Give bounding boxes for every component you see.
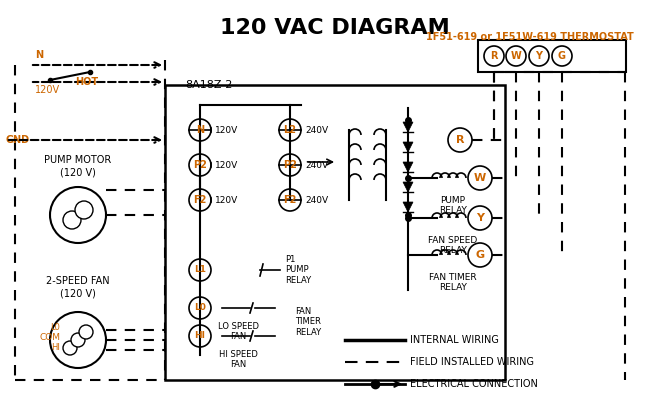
Polygon shape: [403, 122, 413, 132]
Circle shape: [50, 187, 106, 243]
Text: PUMP
RELAY: PUMP RELAY: [439, 196, 467, 215]
Circle shape: [506, 46, 526, 66]
Text: P2: P2: [193, 160, 207, 170]
Text: L0: L0: [50, 323, 60, 333]
Text: 8A18Z-2: 8A18Z-2: [185, 80, 232, 90]
Text: INTERNAL WIRING: INTERNAL WIRING: [410, 335, 499, 345]
Text: LO SPEED
FAN: LO SPEED FAN: [218, 322, 259, 341]
Circle shape: [79, 325, 93, 339]
Text: COM: COM: [39, 334, 60, 342]
Text: F2: F2: [283, 195, 297, 205]
Text: P1
PUMP
RELAY: P1 PUMP RELAY: [285, 255, 311, 285]
Text: 1F51-619 or 1F51W-619 THERMOSTAT: 1F51-619 or 1F51W-619 THERMOSTAT: [426, 32, 634, 42]
Text: G: G: [558, 51, 566, 61]
Circle shape: [189, 154, 211, 176]
Text: F2: F2: [194, 195, 206, 205]
Text: 2-SPEED FAN
(120 V): 2-SPEED FAN (120 V): [46, 277, 110, 298]
Text: 120 VAC DIAGRAM: 120 VAC DIAGRAM: [220, 18, 450, 38]
Polygon shape: [403, 142, 413, 152]
Circle shape: [189, 325, 211, 347]
Polygon shape: [403, 162, 413, 172]
Text: R: R: [490, 51, 498, 61]
Circle shape: [50, 312, 106, 368]
Text: L1: L1: [194, 266, 206, 274]
Text: P2: P2: [283, 160, 297, 170]
Text: 120V: 120V: [215, 196, 239, 204]
Circle shape: [468, 166, 492, 190]
Circle shape: [529, 46, 549, 66]
Text: 240V: 240V: [305, 126, 328, 134]
Text: FAN
TIMER
RELAY: FAN TIMER RELAY: [295, 307, 321, 337]
Text: L0: L0: [194, 303, 206, 313]
Polygon shape: [403, 182, 413, 192]
Circle shape: [279, 119, 301, 141]
Bar: [478, 40, 626, 72]
Text: 120V: 120V: [215, 126, 239, 134]
Circle shape: [448, 128, 472, 152]
Circle shape: [279, 189, 301, 211]
Circle shape: [189, 259, 211, 281]
Text: FIELD INSTALLED WIRING: FIELD INSTALLED WIRING: [410, 357, 534, 367]
Text: Y: Y: [476, 213, 484, 223]
Text: N: N: [35, 50, 43, 60]
Bar: [165, 85, 505, 380]
Circle shape: [189, 119, 211, 141]
Circle shape: [63, 341, 77, 355]
Text: 240V: 240V: [305, 160, 328, 170]
Polygon shape: [403, 202, 413, 212]
Circle shape: [468, 206, 492, 230]
Text: PUMP MOTOR
(120 V): PUMP MOTOR (120 V): [44, 155, 112, 177]
Circle shape: [189, 189, 211, 211]
Text: 240V: 240V: [305, 196, 328, 204]
Text: Y: Y: [535, 51, 543, 61]
Circle shape: [71, 333, 85, 347]
Circle shape: [75, 201, 93, 219]
Text: R: R: [456, 135, 464, 145]
Circle shape: [468, 243, 492, 267]
Text: N: N: [196, 125, 204, 135]
Text: L2: L2: [283, 125, 297, 135]
Circle shape: [279, 154, 301, 176]
Text: 120V: 120V: [35, 85, 60, 95]
Text: GND: GND: [5, 135, 29, 145]
Circle shape: [552, 46, 572, 66]
Text: FAN TIMER
RELAY: FAN TIMER RELAY: [429, 273, 477, 292]
Text: W: W: [474, 173, 486, 183]
Text: HOT: HOT: [75, 77, 98, 87]
Text: G: G: [476, 250, 484, 260]
Text: W: W: [511, 51, 521, 61]
Text: ELECTRICAL CONNECTION: ELECTRICAL CONNECTION: [410, 379, 538, 389]
Text: HI: HI: [51, 344, 60, 352]
Text: HI: HI: [194, 331, 206, 341]
Circle shape: [189, 297, 211, 319]
Text: HI SPEED
FAN: HI SPEED FAN: [218, 350, 257, 370]
Text: 120V: 120V: [215, 160, 239, 170]
Circle shape: [484, 46, 504, 66]
Circle shape: [63, 211, 81, 229]
Text: FAN SPEED
RELAY: FAN SPEED RELAY: [428, 236, 478, 256]
